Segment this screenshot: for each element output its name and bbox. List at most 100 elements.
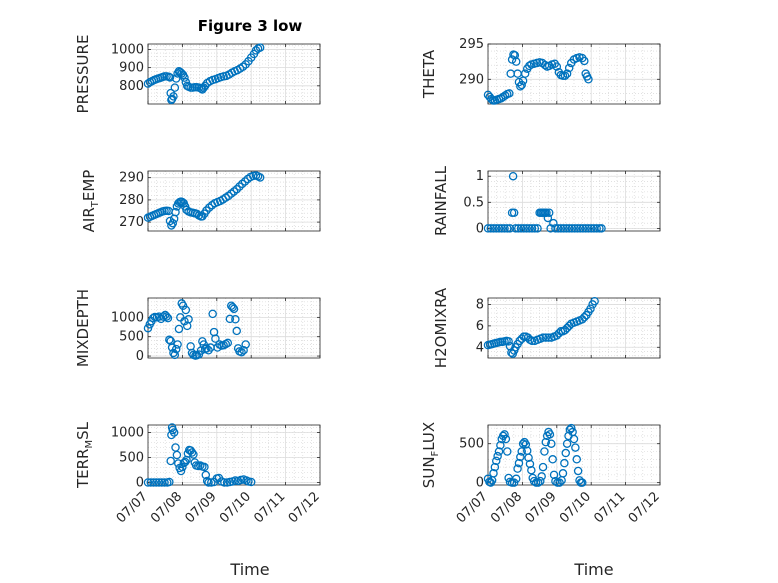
data-point (165, 335, 174, 345)
data-point (584, 224, 593, 233)
data-point (238, 179, 247, 189)
data-point (208, 309, 217, 319)
data-point (204, 203, 214, 212)
data-point (490, 462, 500, 472)
data-point (166, 456, 175, 466)
data-point (505, 89, 514, 98)
data-point (549, 470, 559, 480)
data-point (511, 57, 521, 66)
data-point (486, 224, 496, 233)
x-axis-label-right: Time (573, 560, 613, 579)
data-point (561, 448, 570, 458)
data-point (496, 441, 505, 450)
data-point (545, 430, 555, 439)
data-point (590, 296, 599, 306)
data-point (513, 69, 522, 78)
data-point (514, 77, 524, 87)
data-point (163, 313, 173, 323)
data-point (509, 208, 519, 217)
data-point (565, 425, 575, 434)
data-point (149, 478, 158, 487)
x-tick-label: 07/11 (251, 489, 288, 526)
data-point (540, 447, 549, 456)
data-point (187, 448, 197, 457)
y-tick-label: 270 (119, 215, 144, 230)
data-point (522, 224, 531, 233)
data-point (181, 77, 191, 87)
data-point (184, 315, 193, 324)
data-point (171, 344, 181, 354)
data-point (181, 305, 191, 315)
data-point (202, 344, 211, 353)
x-tick-label: 07/08 (488, 489, 525, 526)
data-point (174, 324, 184, 334)
data-point (493, 451, 502, 461)
data-point (255, 43, 265, 52)
data-point (489, 224, 498, 233)
y-axis-label: SUNFLUX (420, 422, 441, 488)
data-point (494, 224, 504, 233)
y-tick-label: 280 (119, 193, 144, 208)
data-point (578, 478, 587, 487)
data-point (566, 423, 576, 433)
subplot-air-temp: 270 280 290 AIRTEMP (80, 170, 321, 232)
data-point (176, 466, 186, 476)
data-point (536, 476, 545, 486)
axes-box (147, 170, 321, 232)
data-point (200, 462, 209, 472)
y-tick-label: 0.5 (463, 195, 484, 210)
y-tick-label: 8 (476, 297, 484, 312)
y-tick-label: 0 (136, 476, 144, 491)
subplot-theta: 290 295 THETA (420, 37, 661, 105)
y-axis-label: THETA (420, 49, 438, 99)
data-point (548, 455, 557, 464)
data-point (555, 478, 564, 487)
data-point (527, 336, 537, 346)
data-point (223, 338, 233, 348)
data-point (530, 224, 540, 233)
data-point (547, 439, 556, 448)
data-point (204, 478, 213, 487)
data-point (152, 478, 161, 487)
y-tick-label: 295 (459, 37, 484, 52)
y-axis-label: H2OMIXRA (432, 287, 450, 368)
data-point (521, 440, 531, 449)
data-point (529, 476, 539, 486)
data-point (569, 434, 579, 444)
data-point (177, 69, 186, 78)
data-point (198, 212, 207, 221)
y-tick-label: 500 (119, 451, 144, 466)
subplot-mixdepth: 0 500 1000 MIXDEPTH (74, 289, 321, 367)
data-point (180, 457, 190, 467)
data-point (580, 313, 589, 322)
data-point (551, 224, 560, 233)
x-tick-label: 07/09 (183, 489, 220, 526)
y-tick-label: 290 (119, 171, 144, 186)
data-point (497, 224, 507, 233)
y-tick-label: 0 (476, 476, 484, 491)
data-point (514, 458, 524, 468)
y-tick-label: 290 (459, 72, 484, 87)
y-axis-label: MIXDEPTH (74, 289, 92, 367)
data-point (492, 224, 501, 233)
data-point (228, 303, 237, 312)
data-point (168, 218, 178, 228)
data-point (533, 478, 543, 487)
data-point (564, 63, 574, 73)
data-point (570, 224, 579, 233)
axes-box (147, 43, 321, 105)
subplot-pressure: 800 900 1000 PRESSURE (74, 35, 321, 113)
data-point (162, 312, 171, 321)
data-point (189, 450, 198, 459)
data-point (513, 464, 522, 473)
data-point (516, 452, 525, 462)
data-point (241, 340, 250, 349)
data-point (560, 71, 570, 81)
data-point (176, 67, 185, 77)
data-point (559, 224, 568, 233)
x-tick-label: 07/07 (454, 489, 491, 526)
data-point (556, 224, 566, 233)
data-point (551, 476, 560, 486)
data-point (143, 79, 153, 88)
